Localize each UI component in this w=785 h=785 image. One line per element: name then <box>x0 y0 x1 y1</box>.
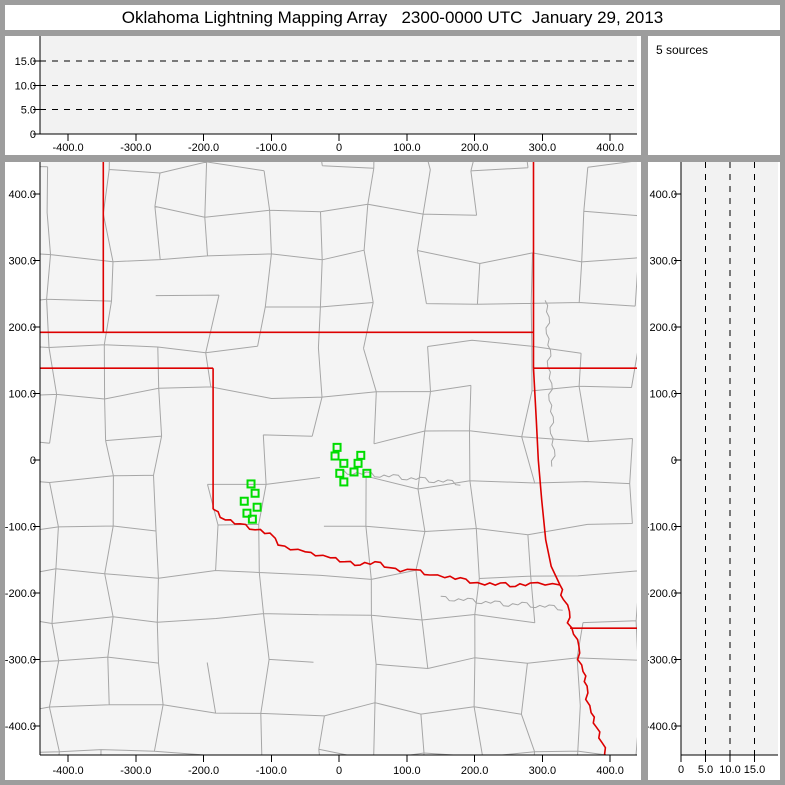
tick-label: 400.0 <box>8 189 36 201</box>
lma-station-marker <box>349 467 359 477</box>
window-title: Oklahoma Lightning Mapping Array 2300-00… <box>121 7 664 27</box>
tick-label: 200.0 <box>649 322 677 334</box>
tick-label: 0 <box>30 129 36 141</box>
tick-label: 200.0 <box>461 765 489 777</box>
lma-station-marker <box>353 458 363 468</box>
tick-label: 0 <box>678 764 684 776</box>
tick-label: 100.0 <box>393 765 421 777</box>
station-markers-layer <box>239 442 372 524</box>
tick-label: 300.0 <box>8 256 36 268</box>
tick-label: 5.0 <box>21 105 36 117</box>
tick-label: -400.0 <box>52 765 83 777</box>
tick-label: -100.0 <box>648 522 677 534</box>
tick-label: -300.0 <box>120 142 151 154</box>
tick-label: 10.0 <box>15 80 36 92</box>
lma-station-marker <box>247 514 257 524</box>
tick-label: 15.0 <box>15 56 36 68</box>
lma-station-marker <box>362 468 372 478</box>
tick-label: 300.0 <box>649 256 677 268</box>
county-lines-layer <box>40 162 637 755</box>
lma-station-marker <box>242 508 252 518</box>
plan-view-map-panel: 400.0 300.0 200.0 100.0 0 -100.0 -200.0 -300.0 -… <box>5 162 641 780</box>
tick-label: -400.0 <box>52 142 83 154</box>
tick-label: 300.0 <box>529 142 557 154</box>
lma-station-marker <box>332 442 342 452</box>
tick-label: 0 <box>336 765 342 777</box>
lma-station-marker <box>330 451 340 461</box>
tick-label: -300.0 <box>120 765 151 777</box>
tick-label: -200.0 <box>188 765 219 777</box>
lma-station-marker <box>250 488 260 498</box>
altitude-vs-northsouth-plot[interactable]: 400.0 300.0 200.0 100.0 0 -100.0 -200.0 -300.0 -… <box>648 162 780 780</box>
tick-label: 5.0 <box>698 764 713 776</box>
altitude-vs-eastwest-plot[interactable]: 0 5.0 10.0 15.0 -400.0 -300.0 -200.0 -100.0 0 100… <box>5 36 641 155</box>
tick-label: 10.0 <box>719 764 740 776</box>
tick-label: 200.0 <box>461 142 489 154</box>
tick-label: -300.0 <box>648 655 677 667</box>
altitude-vs-eastwest-panel: 0 5.0 10.0 15.0 -400.0 -300.0 -200.0 -100.0 0 100… <box>5 36 641 155</box>
tick-label: 0 <box>671 455 677 467</box>
tick-label: 100.0 <box>393 142 421 154</box>
plan-view-map-plot[interactable]: 400.0 300.0 200.0 100.0 0 -100.0 -200.0 -300.0 -… <box>5 162 641 780</box>
altitude-vs-northsouth-panel: 400.0 300.0 200.0 100.0 0 -100.0 -200.0 -300.0 -… <box>648 162 780 780</box>
tick-label: -100.0 <box>256 142 287 154</box>
river-lines-layer <box>338 300 563 611</box>
sources-count-panel: 5 sources <box>648 36 780 155</box>
tick-label: -300.0 <box>5 655 36 667</box>
tick-label: 400.0 <box>596 142 624 154</box>
tick-label: 100.0 <box>8 389 36 401</box>
lma-station-marker <box>339 477 349 487</box>
sources-count-label: 5 sources <box>656 43 709 57</box>
tick-label: 400.0 <box>649 189 677 201</box>
lma-station-marker <box>339 458 349 468</box>
tick-label: -400.0 <box>5 721 36 733</box>
lma-station-marker <box>335 468 345 478</box>
lma-station-marker <box>239 496 249 506</box>
tick-label: -200.0 <box>648 588 677 600</box>
title-bar: Oklahoma Lightning Mapping Array 2300-00… <box>5 5 780 30</box>
tick-label: -100.0 <box>256 765 287 777</box>
lma-station-marker <box>246 479 256 489</box>
tick-label: 0 <box>30 455 36 467</box>
tick-label: 300.0 <box>529 765 557 777</box>
tick-label: -200.0 <box>5 588 36 600</box>
tick-label: 200.0 <box>8 322 36 334</box>
state-borders-layer <box>40 162 637 755</box>
tick-label: 400.0 <box>596 765 624 777</box>
tick-label: -400.0 <box>648 721 677 733</box>
tick-label: -200.0 <box>188 142 219 154</box>
tick-label: 100.0 <box>649 389 677 401</box>
tick-label: 15.0 <box>744 764 765 776</box>
tick-label: -100.0 <box>5 522 36 534</box>
lma-station-marker <box>252 502 262 512</box>
tick-label: 0 <box>336 142 342 154</box>
